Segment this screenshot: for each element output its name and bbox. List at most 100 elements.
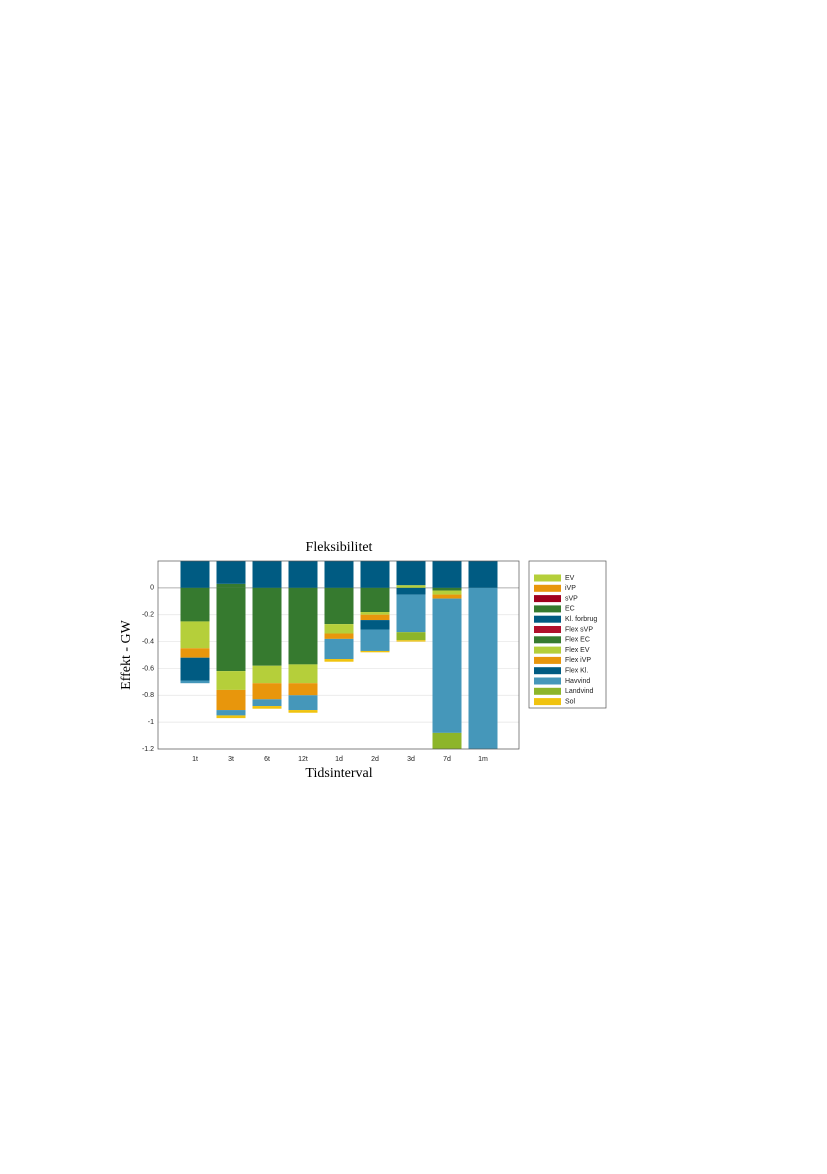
legend-label: iVP [565, 585, 576, 592]
legend-swatch [534, 615, 561, 623]
bar-segment [180, 657, 210, 681]
bar-segment [180, 680, 210, 684]
bar-segment [360, 620, 390, 630]
bar-segment [324, 638, 354, 660]
y-tick-label: -0.6 [142, 665, 154, 672]
bar-segment [324, 587, 354, 625]
bar-segment [288, 683, 318, 696]
x-tick-label: 12t [298, 756, 308, 763]
legend-swatch [534, 677, 561, 685]
bar-segment [216, 689, 246, 711]
legend-swatch [534, 698, 561, 706]
bar-segment [252, 683, 282, 700]
bar-segment [360, 650, 390, 653]
x-tick-label: 1m [478, 756, 488, 763]
y-tick-label: 0 [150, 585, 154, 592]
bar-segment [360, 614, 390, 621]
legend [528, 560, 607, 709]
bar-segment [216, 583, 246, 588]
legend-label: sVP [565, 595, 578, 602]
bar-segment [432, 561, 462, 588]
x-tick-label: 3d [407, 756, 415, 763]
bar-segment [360, 561, 390, 588]
bar-segment [180, 621, 210, 649]
bar-segment [396, 640, 426, 642]
legend-swatch [534, 687, 561, 695]
bar-segment [360, 629, 390, 651]
legend-label: EC [565, 606, 575, 613]
legend-label: Landvind [565, 688, 594, 695]
y-tick-label: -0.8 [142, 692, 154, 699]
bar-segment [288, 561, 318, 588]
legend-label: Flex Kl. [565, 668, 588, 675]
legend-swatch [534, 605, 561, 613]
legend-swatch [534, 626, 561, 633]
bar-segment [216, 715, 246, 719]
bar-segment [432, 594, 462, 599]
bar-segment [468, 587, 498, 749]
bar-segment [288, 710, 318, 713]
bar-segment [432, 590, 462, 595]
legend-label: Flex EC [565, 637, 590, 644]
bar-segment [360, 612, 390, 615]
bar-segment [180, 587, 210, 622]
bar-segment [252, 699, 282, 707]
bar-segment [288, 664, 318, 684]
x-tick-label: 1t [192, 756, 198, 763]
legend-label: Flex sVP [565, 626, 593, 633]
bar-segment [252, 706, 282, 709]
bar-segment [432, 598, 462, 733]
bar-segment [216, 561, 246, 584]
bar-segment [360, 587, 390, 613]
bar-segment [324, 659, 354, 662]
bar-segment [396, 594, 426, 633]
legend-swatch [534, 667, 561, 675]
legend-label: Flex iVP [565, 657, 591, 664]
legend-swatch [534, 656, 561, 664]
bar-segment [288, 695, 318, 711]
bar-segment [252, 665, 282, 684]
bar-segment [216, 587, 246, 672]
y-tick-label: -1.2 [142, 746, 154, 753]
legend-label: Havvind [565, 678, 590, 685]
chart-title: Fleksibilitet [306, 540, 373, 555]
bar-segment [396, 561, 426, 586]
x-tick-label: 7d [443, 756, 451, 763]
legend-label: Kl. forbrug [565, 616, 597, 623]
x-tick-label: 1d [335, 756, 343, 763]
y-tick-label: -1 [148, 719, 154, 726]
legend-swatch [534, 636, 561, 644]
bar-segment [216, 710, 246, 716]
bar-segment [252, 587, 282, 666]
bar-segment [252, 561, 282, 588]
bar-segment [324, 633, 354, 639]
bars [180, 561, 498, 749]
bar-segment [432, 587, 462, 591]
bar-segment [216, 671, 246, 690]
bar-segment [396, 632, 426, 641]
legend-swatch [534, 646, 561, 654]
bar-segment [180, 648, 210, 658]
bar-segment [432, 732, 462, 749]
bar-segment [324, 561, 354, 588]
legend-label: Flex EV [565, 647, 590, 654]
legend-swatch [534, 595, 561, 603]
x-axis-label: Tidsinterval [305, 766, 372, 781]
bar-segment [396, 587, 426, 595]
bar-segment [324, 624, 354, 634]
legend-swatch [534, 574, 561, 582]
legend-entries: EV iVP sVP EC Kl. forbrug Flex sVP Flex EC Flex… [534, 574, 597, 706]
y-tick-label: -0.4 [142, 638, 154, 645]
bar-segment [396, 585, 426, 588]
legend-label: Sol [565, 698, 576, 705]
x-tick-label: 3t [228, 756, 234, 763]
x-tick-label: 2d [371, 756, 379, 763]
legend-swatch [534, 584, 561, 592]
y-axis-label: Effekt - GW [119, 619, 134, 689]
y-tick-label: -0.2 [142, 612, 154, 619]
bar-segment [180, 561, 210, 588]
bar-segment [468, 561, 498, 588]
x-tick-label: 6t [264, 756, 270, 763]
bar-segment [288, 587, 318, 665]
